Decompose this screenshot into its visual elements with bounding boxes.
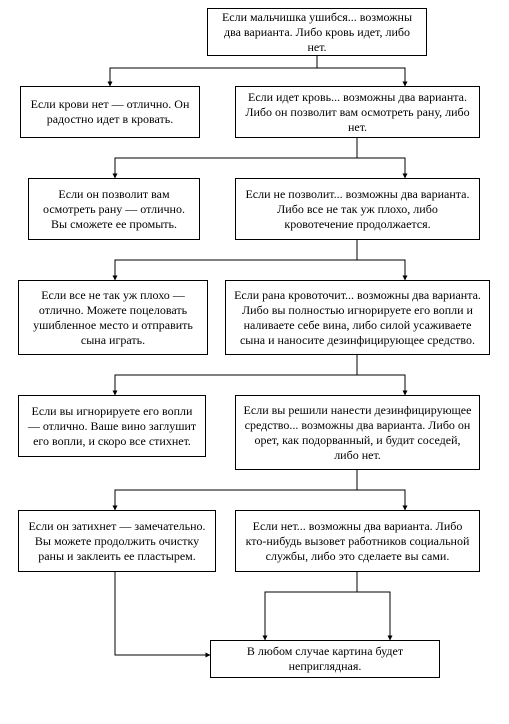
flowchart-edge	[357, 158, 405, 178]
flowchart-edge	[115, 572, 210, 655]
flowchart-node-n1L: Если крови нет — отлично. Он радостно ид…	[20, 86, 200, 138]
flowchart-edge	[265, 592, 357, 640]
flowchart-edge	[357, 592, 390, 640]
flowchart-edge	[357, 490, 405, 510]
flowchart-canvas: Если мальчишка ушибся... возможны два ва…	[0, 0, 509, 724]
flowchart-node-root: Если мальчишка ушибся... возможны два ва…	[207, 8, 427, 56]
flowchart-edge	[110, 68, 317, 86]
flowchart-node-n3R: Если рана кровоточит... возможны два вар…	[225, 280, 490, 355]
flowchart-node-final: В любом случае картина будет неприглядна…	[210, 640, 440, 678]
flowchart-edge	[357, 260, 405, 280]
flowchart-edge	[115, 260, 357, 280]
flowchart-node-n5R: Если нет... возможны два варианта. Либо …	[235, 510, 480, 572]
flowchart-node-n2R: Если не позволит... возможны два вариант…	[235, 178, 480, 240]
flowchart-node-n1R: Если идет кровь... возможны два варианта…	[235, 86, 480, 138]
flowchart-node-n5L: Если он затихнет — замечательно. Вы може…	[18, 510, 216, 572]
flowchart-node-n3L: Если все не так уж плохо — отлично. Може…	[18, 280, 208, 355]
flowchart-node-n4L: Если вы игнорируете его вопли — отлично.…	[18, 395, 206, 457]
flowchart-edge	[115, 490, 357, 510]
flowchart-edge	[115, 158, 357, 178]
flowchart-edge	[357, 375, 405, 395]
flowchart-edge	[115, 375, 357, 395]
flowchart-node-n4R: Если вы решили нанести дезинфицирующее с…	[235, 395, 480, 470]
flowchart-edge	[317, 68, 405, 86]
flowchart-node-n2L: Если он позволит вам осмотреть рану — от…	[28, 178, 200, 240]
